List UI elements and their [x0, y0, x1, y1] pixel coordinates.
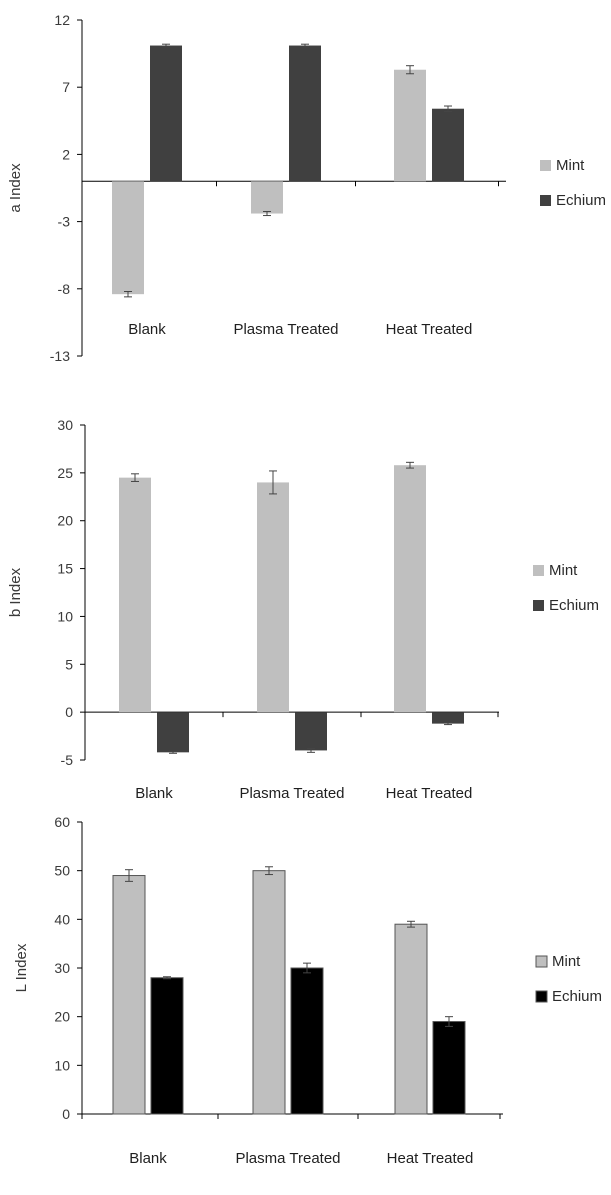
l-index-chart: 60 50 40 30 20 10 0 L Index Blank Plasma Treated H… [13, 814, 602, 1167]
bar-mint-0 [119, 477, 151, 713]
y-tick-label: -8 [58, 281, 71, 297]
y-tick-label: 15 [57, 561, 73, 577]
legend-swatch-mint [535, 955, 548, 968]
y-tick-label: 60 [54, 814, 70, 830]
y-tick-label: 12 [54, 12, 70, 28]
y-tick-label: 20 [54, 1009, 70, 1025]
category-label: Blank [129, 1150, 167, 1167]
y-tick-label: 0 [62, 1106, 70, 1122]
category-label: Heat Treated [387, 1150, 474, 1167]
category-label: Blank [128, 321, 166, 338]
y-axis-title: b Index [7, 567, 24, 617]
y-tick-label: 30 [54, 960, 70, 976]
y-tick-label: 7 [62, 79, 70, 95]
legend-label-echium: Echium [549, 597, 599, 614]
y-tick-label: 20 [57, 513, 73, 529]
legend-label-mint: Mint [552, 953, 581, 970]
bar-mint-2 [394, 69, 426, 182]
legend-swatch-echium [540, 195, 551, 206]
y-tick-label: 2 [62, 146, 70, 162]
legend-swatch-mint [533, 565, 544, 576]
bar-echium-2 [432, 712, 464, 724]
bar-echium-1 [295, 712, 327, 751]
b-index-chart: 30 25 20 15 10 5 0 -5 b Index Blank Plasma Treated… [7, 417, 599, 802]
y-tick-label: 30 [57, 417, 73, 433]
bar-mint-2 [394, 923, 428, 1115]
bar-echium-0 [150, 45, 182, 182]
bar-echium-2 [432, 1021, 466, 1115]
legend-swatch-echium [535, 990, 548, 1003]
a-index-chart: 12 7 2 -3 -8 -13 a Index Blank Plasma Treated Hea… [7, 12, 606, 364]
legend-label-echium: Echium [552, 988, 602, 1005]
legend-label-mint: Mint [556, 157, 585, 174]
category-label: Blank [135, 785, 173, 802]
category-label: Plasma Treated [235, 1150, 340, 1167]
legend-swatch-echium [533, 600, 544, 611]
category-label: Plasma Treated [233, 321, 338, 338]
legend-label-mint: Mint [549, 562, 578, 579]
y-tick-label: 0 [65, 704, 73, 720]
bar-mint-1 [251, 181, 283, 214]
legend-label-echium: Echium [556, 192, 606, 209]
legend-swatch-mint [540, 160, 551, 171]
bar-echium-1 [289, 45, 321, 182]
bar-echium-0 [157, 712, 189, 753]
y-tick-label: -13 [50, 348, 70, 364]
bar-echium-2 [432, 108, 464, 182]
y-tick-label: 5 [65, 656, 73, 672]
y-axis-title: L Index [13, 943, 30, 992]
y-axis-title: a Index [7, 163, 24, 213]
y-tick-label: -5 [61, 752, 74, 768]
bar-mint-2 [394, 465, 426, 713]
y-tick-label: 10 [54, 1057, 70, 1073]
y-tick-label: 25 [57, 465, 73, 481]
category-label: Heat Treated [386, 785, 473, 802]
category-label: Plasma Treated [239, 785, 344, 802]
bar-mint-0 [112, 875, 146, 1115]
bar-echium-0 [150, 977, 184, 1115]
y-tick-label: -3 [58, 214, 71, 230]
y-tick-label: 50 [54, 863, 70, 879]
y-tick-label: 40 [54, 911, 70, 927]
bar-mint-1 [252, 870, 286, 1115]
y-tick-label: 10 [57, 608, 73, 624]
bar-mint-1 [257, 482, 289, 713]
bar-echium-1 [290, 967, 324, 1115]
category-label: Heat Treated [386, 321, 473, 338]
bar-mint-0 [112, 181, 144, 295]
